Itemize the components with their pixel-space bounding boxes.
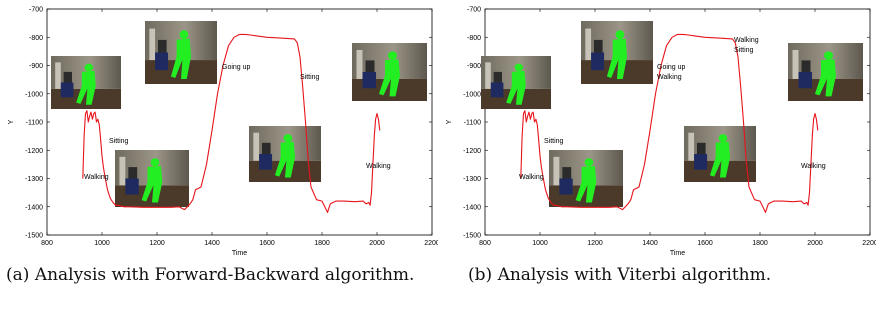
- y-tick-label: -1500: [25, 233, 43, 240]
- x-tick-label: 1400: [642, 240, 658, 247]
- activity-photo: [249, 126, 321, 182]
- activity-annotation: Sitting: [734, 47, 754, 54]
- activity-annotation: Walking: [801, 163, 826, 170]
- figure-caption: (a) Analysis with Forward-Backward algor…: [6, 262, 426, 288]
- activity-photo: [115, 150, 189, 207]
- activity-photo: [788, 43, 863, 101]
- chart-panel-viterbi: 800 1000 1200 1400 1600 1800 2000 2200 -700 -800 -…: [438, 0, 876, 325]
- x-tick-label: 2000: [807, 240, 823, 247]
- x-tick-label: 2200: [424, 240, 438, 247]
- caption-text: Analysis with Viterbi algorithm.: [497, 265, 772, 285]
- activity-annotation: Sitting: [109, 138, 129, 145]
- x-tick-label: 2200: [862, 240, 876, 247]
- x-tick-label: 2000: [369, 240, 385, 247]
- y-tick-label: -1400: [463, 204, 481, 211]
- activity-annotation: Going up: [657, 64, 686, 71]
- activity-photo: [684, 126, 756, 182]
- activity-annotation: Walking: [657, 74, 682, 81]
- x-tick-label: 800: [479, 240, 491, 247]
- series-line: [82, 33, 381, 213]
- activity-photo: [352, 43, 427, 101]
- caption-label: (b): [468, 265, 493, 285]
- y-tick-label: -700: [467, 7, 481, 14]
- y-tick-label: -800: [29, 35, 43, 42]
- x-tick-label: 1800: [314, 240, 330, 247]
- y-tick-label: -1000: [25, 91, 43, 98]
- y-tick-label: -1100: [26, 120, 43, 127]
- activity-annotation: Walking: [519, 174, 544, 181]
- y-tick-label: -1300: [25, 176, 43, 183]
- activity-annotation: Walking: [84, 174, 109, 181]
- x-tick-label: 1200: [587, 240, 603, 247]
- x-axis-label: Time: [232, 250, 247, 257]
- x-tick-label: 1600: [259, 240, 275, 247]
- x-tick-label: 1000: [532, 240, 548, 247]
- caption-label: (a): [6, 265, 30, 285]
- activity-annotation: Sitting: [544, 138, 564, 145]
- y-tick-label: -1000: [463, 91, 481, 98]
- x-tick-label: 800: [41, 240, 53, 247]
- plot-frame: [484, 8, 871, 236]
- series-line: [520, 33, 819, 213]
- y-tick-label: -1300: [463, 176, 481, 183]
- activity-photo: [145, 21, 217, 84]
- activity-annotation: Walking: [734, 37, 759, 44]
- line-chart-viterbi: 800 1000 1200 1400 1600 1800 2000 2200 -700 -800 -…: [446, 7, 876, 258]
- activity-photo: [549, 150, 623, 207]
- x-tick-label: 1200: [149, 240, 165, 247]
- y-tick-label: -1400: [25, 204, 43, 211]
- line-chart-forward-backward: 800 1000 1200 1400 1600 1800 2000 2200 -700 -800 -…: [8, 7, 438, 258]
- activity-annotation: Going up: [222, 64, 251, 71]
- activity-annotation: Sitting: [300, 74, 320, 81]
- plot-frame: [46, 8, 433, 236]
- caption-text: Analysis with Forward-Backward algorithm…: [34, 265, 415, 285]
- x-tick-label: 1800: [752, 240, 768, 247]
- y-tick-label: -1500: [463, 233, 481, 240]
- activity-photo: [581, 21, 653, 84]
- y-tick-label: -1100: [464, 120, 481, 127]
- figure-caption: (b) Analysis with Viterbi algorithm.: [468, 262, 868, 288]
- activity-photo: [51, 56, 121, 109]
- x-tick-label: 1600: [697, 240, 713, 247]
- y-tick-label: -700: [29, 7, 43, 14]
- chart-panel-forward-backward: 800 1000 1200 1400 1600 1800 2000 2200 -700 -800 -…: [6, 7, 438, 288]
- y-tick-label: -900: [29, 63, 43, 70]
- activity-photo: [481, 56, 551, 109]
- y-tick-label: -800: [467, 35, 481, 42]
- y-axis-label: Y: [8, 119, 15, 124]
- x-tick-label: 1000: [94, 240, 110, 247]
- y-axis-label: Y: [446, 119, 453, 124]
- y-tick-label: -1200: [463, 148, 481, 155]
- x-tick-label: 1400: [204, 240, 220, 247]
- x-axis-label: Time: [670, 250, 685, 257]
- y-tick-label: -900: [467, 63, 481, 70]
- activity-annotation: Walking: [366, 163, 391, 170]
- y-tick-label: -1200: [25, 148, 43, 155]
